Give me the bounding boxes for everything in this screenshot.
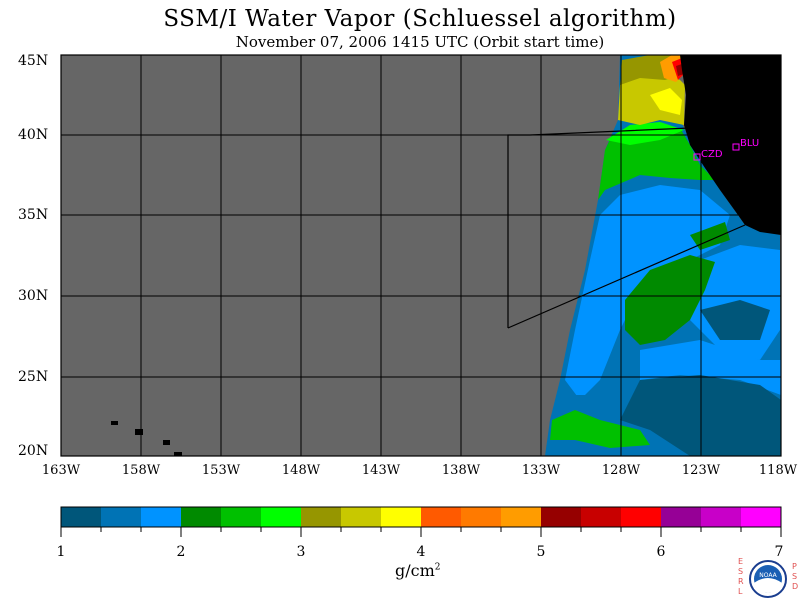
lat-label-25n: 25N (18, 369, 49, 385)
svg-text:S: S (738, 567, 743, 576)
colorbar-swatch (61, 507, 102, 527)
svg-text:E: E (738, 557, 743, 566)
colorbar-swatch (621, 507, 662, 527)
colorbar-tick-4: 4 (416, 544, 426, 560)
colorbar-swatch (541, 507, 582, 527)
lat-label-30n: 30N (18, 288, 49, 304)
colorbar-tick-5: 5 (536, 544, 546, 560)
lon-label-148w: 148W (281, 463, 321, 478)
colorbar (60, 506, 782, 537)
lon-label-123w: 123W (681, 463, 721, 478)
colorbar-swatch (661, 507, 702, 527)
colorbar-tick-1: 1 (56, 544, 66, 560)
lat-label-45n: 45N (18, 53, 49, 69)
hawaiian-islands (111, 421, 182, 456)
svg-text:L: L (738, 587, 743, 596)
colorbar-unit: g/cm2 (395, 561, 441, 580)
colorbar-tick-6: 6 (656, 544, 666, 560)
svg-text:P: P (792, 562, 797, 571)
map-frame (60, 54, 782, 457)
lon-label-118w: 118W (758, 463, 798, 478)
colorbar-tick-3: 3 (296, 544, 306, 560)
colorbar-swatch (381, 507, 422, 527)
lon-label-133w: 133W (521, 463, 561, 478)
lon-label-158w: 158W (121, 463, 161, 478)
domain-outline-south (507, 224, 746, 329)
svg-text:S: S (792, 572, 797, 581)
colorbar-tick-2: 2 (176, 544, 186, 560)
lat-label-40n: 40N (18, 127, 49, 143)
colorbar-swatch (101, 507, 142, 527)
map-subtitle: November 07, 2006 1415 UTC (Orbit start … (235, 33, 605, 51)
lon-label-128w: 128W (601, 463, 641, 478)
lon-label-143w: 143W (361, 463, 401, 478)
station-blu-marker (732, 143, 740, 151)
colorbar-swatch (581, 507, 622, 527)
map-title: SSM/I Water Vapor (Schluessel algorithm) (163, 6, 677, 32)
colorbar-swatch (701, 507, 742, 527)
colorbar-swatch (301, 507, 342, 527)
lat-lon-grid (61, 55, 781, 456)
colorbar-swatch (341, 507, 382, 527)
lat-label-20n: 20N (18, 443, 49, 459)
domain-outline-north (507, 127, 691, 328)
colorbar-swatch (221, 507, 262, 527)
noaa-badge-text: NOAA (759, 572, 777, 579)
station-blu-label: BLU (740, 138, 759, 149)
colorbar-swatch (141, 507, 182, 527)
colorbar-swatch (421, 507, 462, 527)
lat-label-35n: 35N (18, 207, 49, 223)
lon-label-163w: 163W (41, 463, 81, 478)
land-mass (680, 55, 781, 235)
station-czd-label: CZD (701, 149, 723, 160)
esrl-psd-noaa-logo: E S R L P S D NOAA (738, 557, 798, 598)
station-czd-marker (693, 153, 701, 161)
colorbar-swatch (461, 507, 502, 527)
colorbar-swatch (181, 507, 222, 527)
svg-text:D: D (792, 582, 798, 591)
colorbar-swatch (261, 507, 302, 527)
colorbar-tick-7: 7 (774, 544, 784, 560)
colorbar-swatch (501, 507, 542, 527)
svg-text:R: R (738, 577, 744, 586)
colorbar-swatch (741, 507, 782, 527)
lon-label-138w: 138W (441, 463, 481, 478)
lon-label-153w: 153W (201, 463, 241, 478)
